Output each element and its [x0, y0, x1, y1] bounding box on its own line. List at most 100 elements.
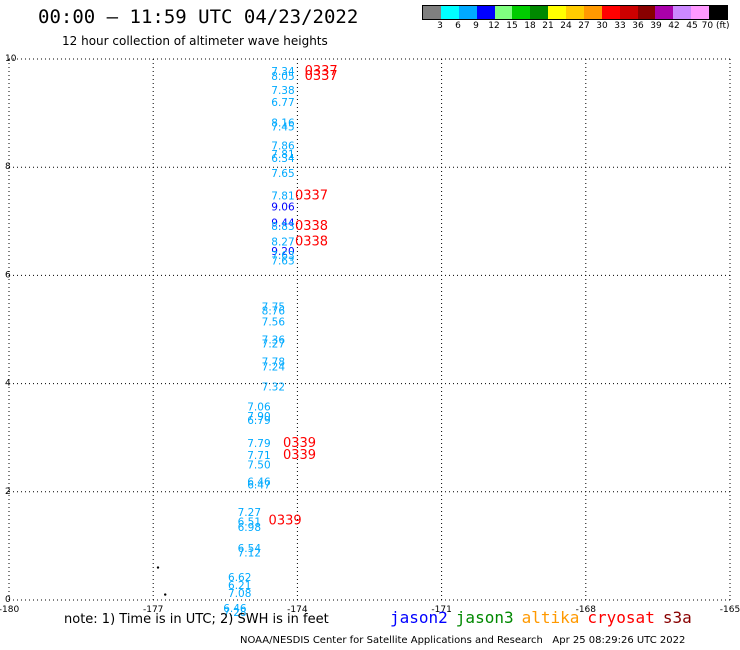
- x-tick-label: -165: [720, 605, 740, 615]
- color-swatch: [566, 6, 584, 19]
- swh-label: 7.08: [228, 588, 251, 600]
- credit-line: NOAA/NESDIS Center for Satellite Applica…: [240, 635, 686, 646]
- swh-label: 7.27: [262, 338, 285, 350]
- swh-label: 6.62: [228, 572, 251, 584]
- swh-label: 7.65: [271, 168, 294, 180]
- color-swatch: [476, 6, 495, 19]
- swh-label: 6.51: [238, 516, 261, 528]
- swh-label: 6.47: [247, 480, 270, 492]
- color-scale-label: 42: [668, 21, 680, 31]
- color-scale-label: 39: [650, 21, 662, 31]
- swh-label: 6.46: [247, 476, 271, 488]
- legend-entry: jason3: [455, 608, 514, 627]
- swh-label: 6.79: [247, 415, 270, 427]
- y-tick-label: 2: [5, 487, 11, 497]
- time-label: 0337: [295, 189, 328, 204]
- time-label: 0339: [283, 448, 316, 463]
- color-swatch: [601, 6, 620, 19]
- swh-label: 8.16: [271, 118, 295, 130]
- color-scale-label: 30: [596, 21, 608, 31]
- color-scale-bar: [422, 5, 728, 20]
- swh-label: 6.21: [228, 580, 251, 592]
- y-tick-label: 8: [5, 162, 11, 172]
- swh-label: 7.45: [271, 121, 294, 133]
- color-scale-label: 36: [632, 21, 644, 31]
- swh-label: 7.27: [238, 507, 261, 519]
- time-label: 0339: [283, 436, 316, 451]
- time-label: 0337: [305, 64, 338, 79]
- color-swatch: [691, 6, 709, 19]
- swh-label: 7.63: [271, 250, 294, 262]
- swh-label: 8.83: [271, 221, 294, 233]
- color-scale-label: 24: [560, 21, 572, 31]
- color-scale-label: 70 (ft): [701, 21, 730, 31]
- swh-value-labels: 7.348.057.386.778.167.457.867.816.347.65…: [223, 66, 295, 619]
- satellite-legend: jason2 jason3 altika cryosat s3a: [390, 608, 700, 627]
- color-scale-label: 12: [488, 21, 500, 31]
- swh-label: 7.56: [262, 317, 286, 329]
- color-scale-label: 21: [542, 21, 554, 31]
- swh-label: 7.12: [238, 548, 261, 560]
- legend-entry: cryosat: [587, 608, 655, 627]
- time-label: 0339: [269, 513, 302, 528]
- x-tick-label: -171: [431, 605, 451, 615]
- color-swatch: [458, 6, 477, 19]
- color-scale-label: 27: [578, 21, 590, 31]
- color-swatch: [440, 6, 459, 19]
- swh-label: 7.63: [271, 256, 294, 268]
- color-swatch: [530, 6, 549, 19]
- color-scale-label: 3: [437, 21, 443, 31]
- swh-label: 7.50: [247, 460, 270, 472]
- x-tick-label: -168: [576, 605, 597, 615]
- color-swatch: [548, 6, 566, 19]
- units-note: note: 1) Time is in UTC; 2) SWH is in fe…: [64, 612, 329, 627]
- swh-label: 6.54: [238, 543, 262, 555]
- color-swatch: [512, 6, 531, 19]
- swh-label: 9.20: [271, 246, 294, 258]
- swh-label: 7.71: [247, 450, 270, 462]
- color-scale-label: 45: [686, 21, 698, 31]
- grid-lines: [8, 58, 731, 601]
- y-tick-label: 0: [5, 595, 11, 605]
- swh-label: 9.06: [271, 201, 295, 213]
- color-scale-label: 33: [614, 21, 626, 31]
- swh-label: 7.78: [262, 357, 285, 369]
- color-swatch: [709, 6, 727, 19]
- color-swatch: [619, 6, 638, 19]
- swh-label: 7.24: [262, 362, 286, 374]
- swh-label: 6.98: [238, 522, 261, 534]
- swh-label: 7.28: [223, 607, 246, 619]
- color-swatch: [673, 6, 692, 19]
- swh-label: 8.27: [271, 237, 294, 249]
- color-scale-label: 15: [506, 21, 518, 31]
- legend-entry: altika: [521, 608, 580, 627]
- swh-label: 7.79: [247, 438, 270, 450]
- swh-label: 6.46: [223, 603, 247, 615]
- x-tick-label: -174: [287, 605, 308, 615]
- data-point: [156, 566, 160, 569]
- color-swatch: [637, 6, 656, 19]
- color-scale-label: 9: [473, 21, 479, 31]
- y-tick-label: 10: [5, 54, 17, 64]
- color-scale-label: 6: [455, 21, 461, 31]
- page-title: 00:00 — 11:59 UTC 04/23/2022: [38, 6, 359, 28]
- swh-label: 7.32: [262, 382, 285, 394]
- time-label: 0338: [295, 235, 328, 250]
- legend-entry: s3a: [662, 608, 692, 627]
- data-point: [164, 593, 167, 596]
- swh-label: 9.44: [271, 218, 295, 230]
- swh-label: 7.90: [247, 411, 270, 423]
- x-tick-label: -177: [143, 605, 163, 615]
- swh-label: 7.75: [262, 302, 285, 314]
- color-swatch: [423, 6, 441, 19]
- swh-label: 7.38: [271, 85, 294, 97]
- swh-label: 7.34: [271, 66, 295, 78]
- swh-label: 7.06: [247, 402, 271, 414]
- y-tick-label: 4: [5, 379, 11, 389]
- y-tick-label: 6: [5, 270, 11, 280]
- color-swatch: [655, 6, 674, 19]
- x-tick-label: -180: [0, 605, 19, 615]
- color-scale-label: 18: [524, 21, 536, 31]
